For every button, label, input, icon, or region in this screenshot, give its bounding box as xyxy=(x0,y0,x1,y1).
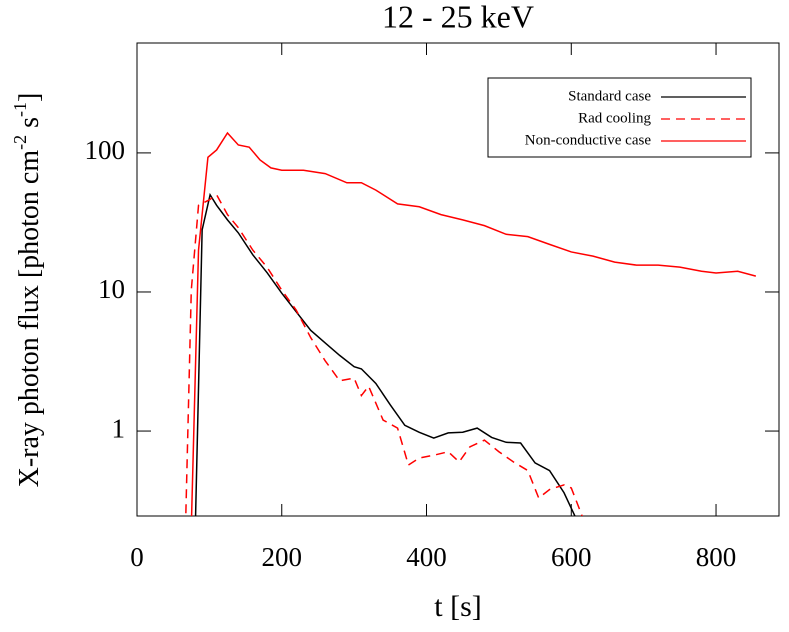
x-axis-label: t [s] xyxy=(434,590,482,623)
chart-title: 12 - 25 keV xyxy=(382,0,534,34)
legend-label: Rad cooling xyxy=(578,110,651,126)
series-line xyxy=(194,192,576,516)
y-axis-label: X-ray photon flux [photon cm-2 s-1] xyxy=(10,93,45,488)
y-tick-label: 10 xyxy=(98,274,125,304)
x-tick-label: 800 xyxy=(696,542,737,572)
x-tick-label: 600 xyxy=(551,542,592,572)
series-line xyxy=(190,131,757,516)
plot-area xyxy=(185,131,757,516)
x-tick-label: 0 xyxy=(130,542,144,572)
legend-label: Standard case xyxy=(568,88,651,104)
plot-frame xyxy=(136,42,780,517)
y-axis-label-part: s xyxy=(14,117,45,135)
y-axis-label-part: ] xyxy=(14,93,45,102)
x-tick-label: 200 xyxy=(262,542,303,572)
y-axis-label-part: X-ray photon flux [photon cm xyxy=(14,150,45,488)
y-axis-label-part: -1 xyxy=(10,102,30,117)
x-tick-label: 400 xyxy=(406,542,447,572)
y-tick-label: 1 xyxy=(112,413,126,443)
series-line xyxy=(185,193,583,516)
legend-label: Non-conductive case xyxy=(525,132,652,148)
legend-box xyxy=(487,77,752,158)
y-tick-label: 100 xyxy=(85,135,126,165)
y-axis-label-part: -2 xyxy=(10,135,30,150)
